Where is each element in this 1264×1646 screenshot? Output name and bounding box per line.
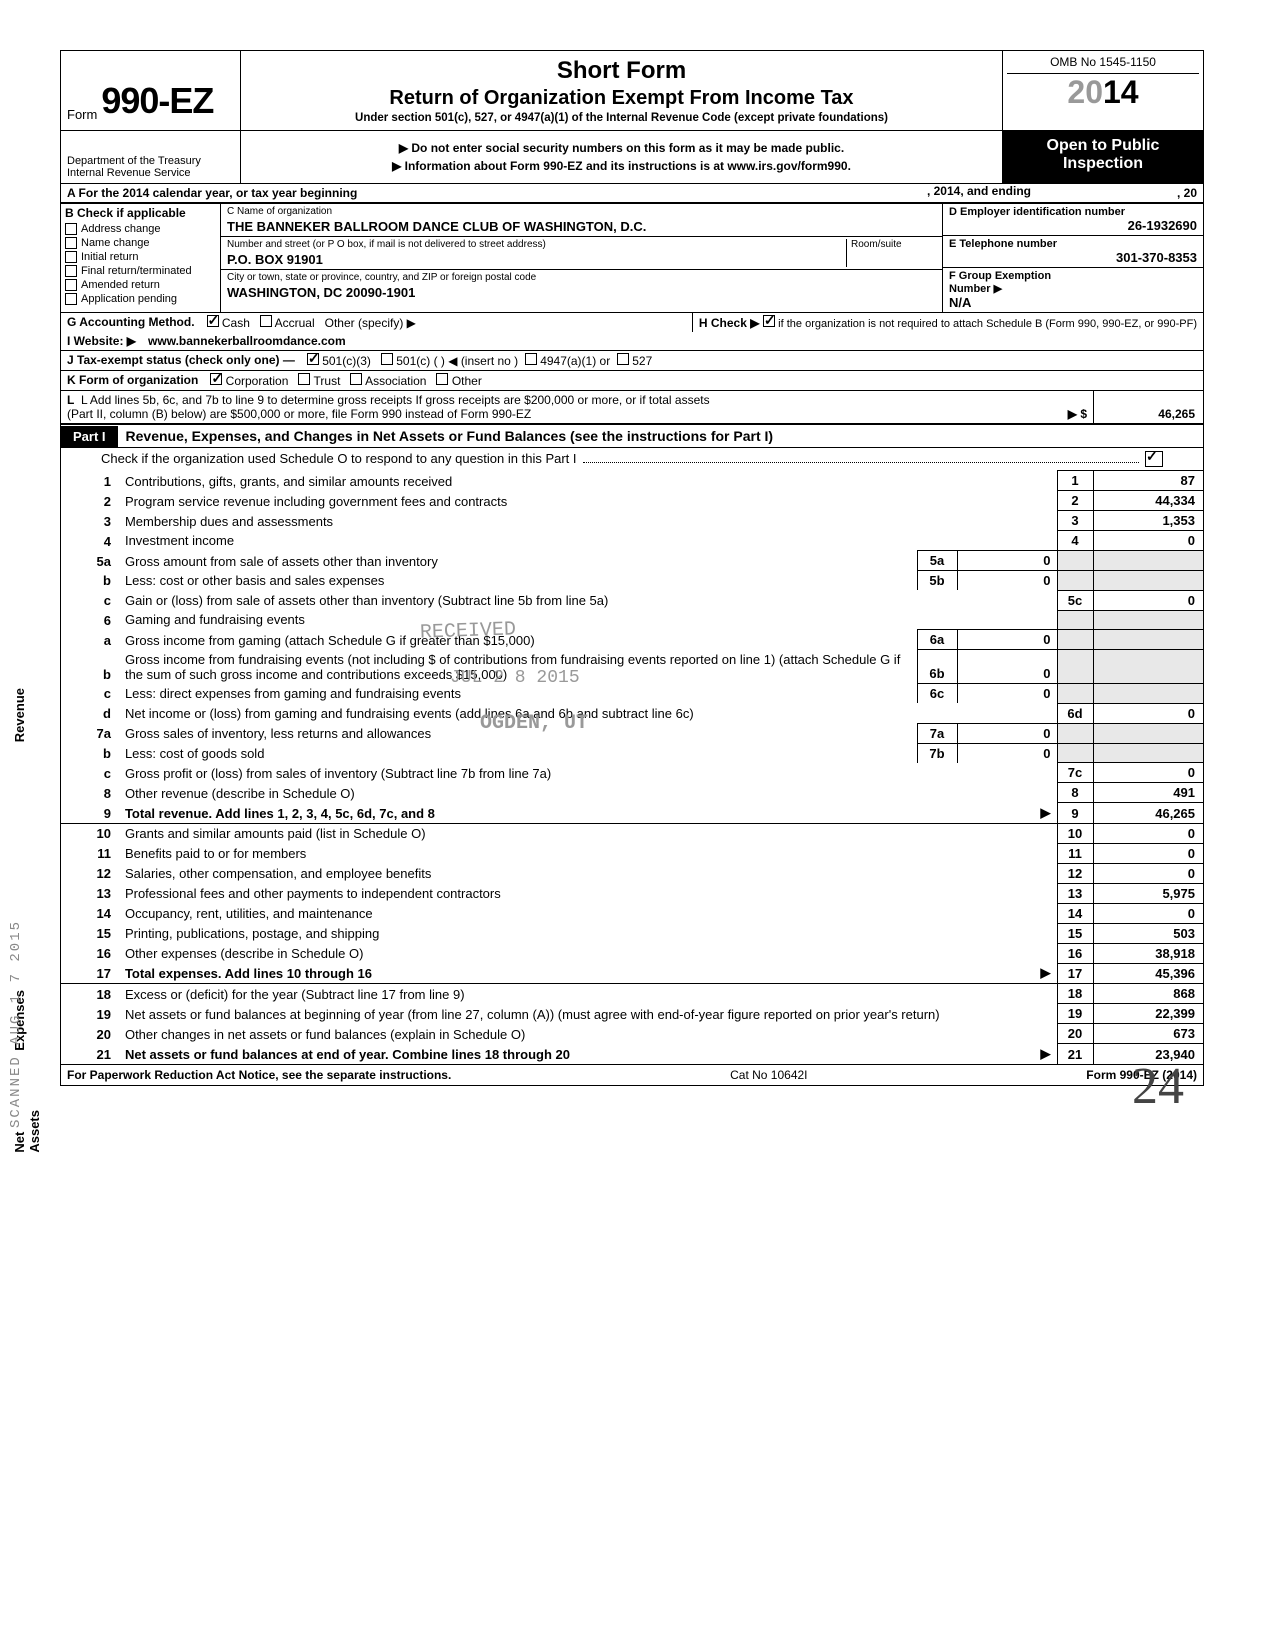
box-h: H Check ▶ if the organization is not req…	[692, 313, 1203, 332]
chk-amended[interactable]	[65, 279, 77, 291]
form-990ez: Form 990-EZ Short Form Return of Organiz…	[60, 50, 1204, 1086]
department: Department of the Treasury Internal Reve…	[61, 131, 241, 183]
gross-receipts: 46,265	[1093, 391, 1203, 423]
col-c: C Name of organization THE BANNEKER BALL…	[221, 204, 943, 312]
row-i: I Website: ▶ www.bannekerballroomdance.c…	[61, 332, 1203, 350]
group-exemption: N/A	[949, 295, 971, 310]
col-d: D Employer identification number 26-1932…	[943, 204, 1203, 312]
chk-initial[interactable]	[65, 251, 77, 263]
header-grid: B Check if applicable Address change Nam…	[61, 203, 1203, 312]
title-cell: Short Form Return of Organization Exempt…	[241, 51, 1003, 130]
row-j: J Tax-exempt status (check only one) — 5…	[61, 350, 1203, 370]
part-1-header: Part I Revenue, Expenses, and Changes in…	[61, 423, 1203, 448]
omb-number: OMB No 1545-1150	[1007, 55, 1199, 74]
row-k: K Form of organization Corporation Trust…	[61, 370, 1203, 390]
row-2: Department of the Treasury Internal Reve…	[61, 131, 1203, 184]
chk-final[interactable]	[65, 265, 77, 277]
tax-year: 2014	[1007, 74, 1199, 111]
chk-name[interactable]	[65, 237, 77, 249]
section-a: A For the 2014 calendar year, or tax yea…	[61, 184, 1203, 203]
main-title: Return of Organization Exempt From Incom…	[251, 87, 992, 110]
handwritten-number: 24	[1132, 1057, 1184, 1116]
chk-schedule-o[interactable]	[1145, 451, 1163, 467]
form-id: Form 990-EZ	[61, 51, 241, 130]
footer: For Paperwork Reduction Act Notice, see …	[61, 1064, 1203, 1085]
org-city: WASHINGTON, DC 20090-1901	[227, 283, 936, 300]
part-1-check: Check if the organization used Schedule …	[61, 448, 1203, 470]
org-name: THE BANNEKER BALLROOM DANCE CLUB OF WASH…	[227, 217, 936, 234]
lines-table: 1Contributions, gifts, grants, and simil…	[61, 470, 1203, 1064]
chk-address[interactable]	[65, 223, 77, 235]
chk-pending[interactable]	[65, 293, 77, 305]
chk-501c3[interactable]	[307, 353, 319, 365]
subtitle: Under section 501(c), 527, or 4947(a)(1)…	[251, 112, 992, 124]
form-prefix: Form	[67, 107, 97, 122]
telephone: 301-370-8353	[949, 250, 1197, 265]
year-cell: OMB No 1545-1150 2014	[1003, 51, 1203, 130]
row-g: G Accounting Method. Cash Accrual Other …	[61, 312, 1203, 332]
ein: 26-1932690	[949, 218, 1197, 233]
org-street: P.O. BOX 91901	[227, 250, 846, 267]
stamp-scanned: SCANNED AUG 1 7 2015	[8, 920, 24, 1128]
chk-trust[interactable]	[298, 373, 310, 385]
open-to-public: Open to Public Inspection	[1003, 131, 1203, 183]
chk-other-org[interactable]	[436, 373, 448, 385]
form-number: 990-EZ	[101, 80, 213, 122]
chk-accrual[interactable]	[260, 315, 272, 327]
chk-assoc[interactable]	[350, 373, 362, 385]
short-form: Short Form	[251, 57, 992, 85]
row-l: L L Add lines 5b, 6c, and 7b to line 9 t…	[61, 390, 1203, 423]
chk-corp[interactable]	[210, 373, 222, 385]
chk-cash[interactable]	[207, 315, 219, 327]
header-row: Form 990-EZ Short Form Return of Organiz…	[61, 51, 1203, 131]
chk-501c[interactable]	[381, 353, 393, 365]
label-revenue: Revenue	[12, 688, 27, 742]
col-b: B Check if applicable Address change Nam…	[61, 204, 221, 312]
website: www.bannekerballroomdance.com	[142, 332, 943, 350]
chk-4947[interactable]	[525, 353, 537, 365]
instructions: ▶ Do not enter social security numbers o…	[241, 131, 1003, 183]
chk-h[interactable]	[763, 315, 775, 327]
chk-527[interactable]	[617, 353, 629, 365]
